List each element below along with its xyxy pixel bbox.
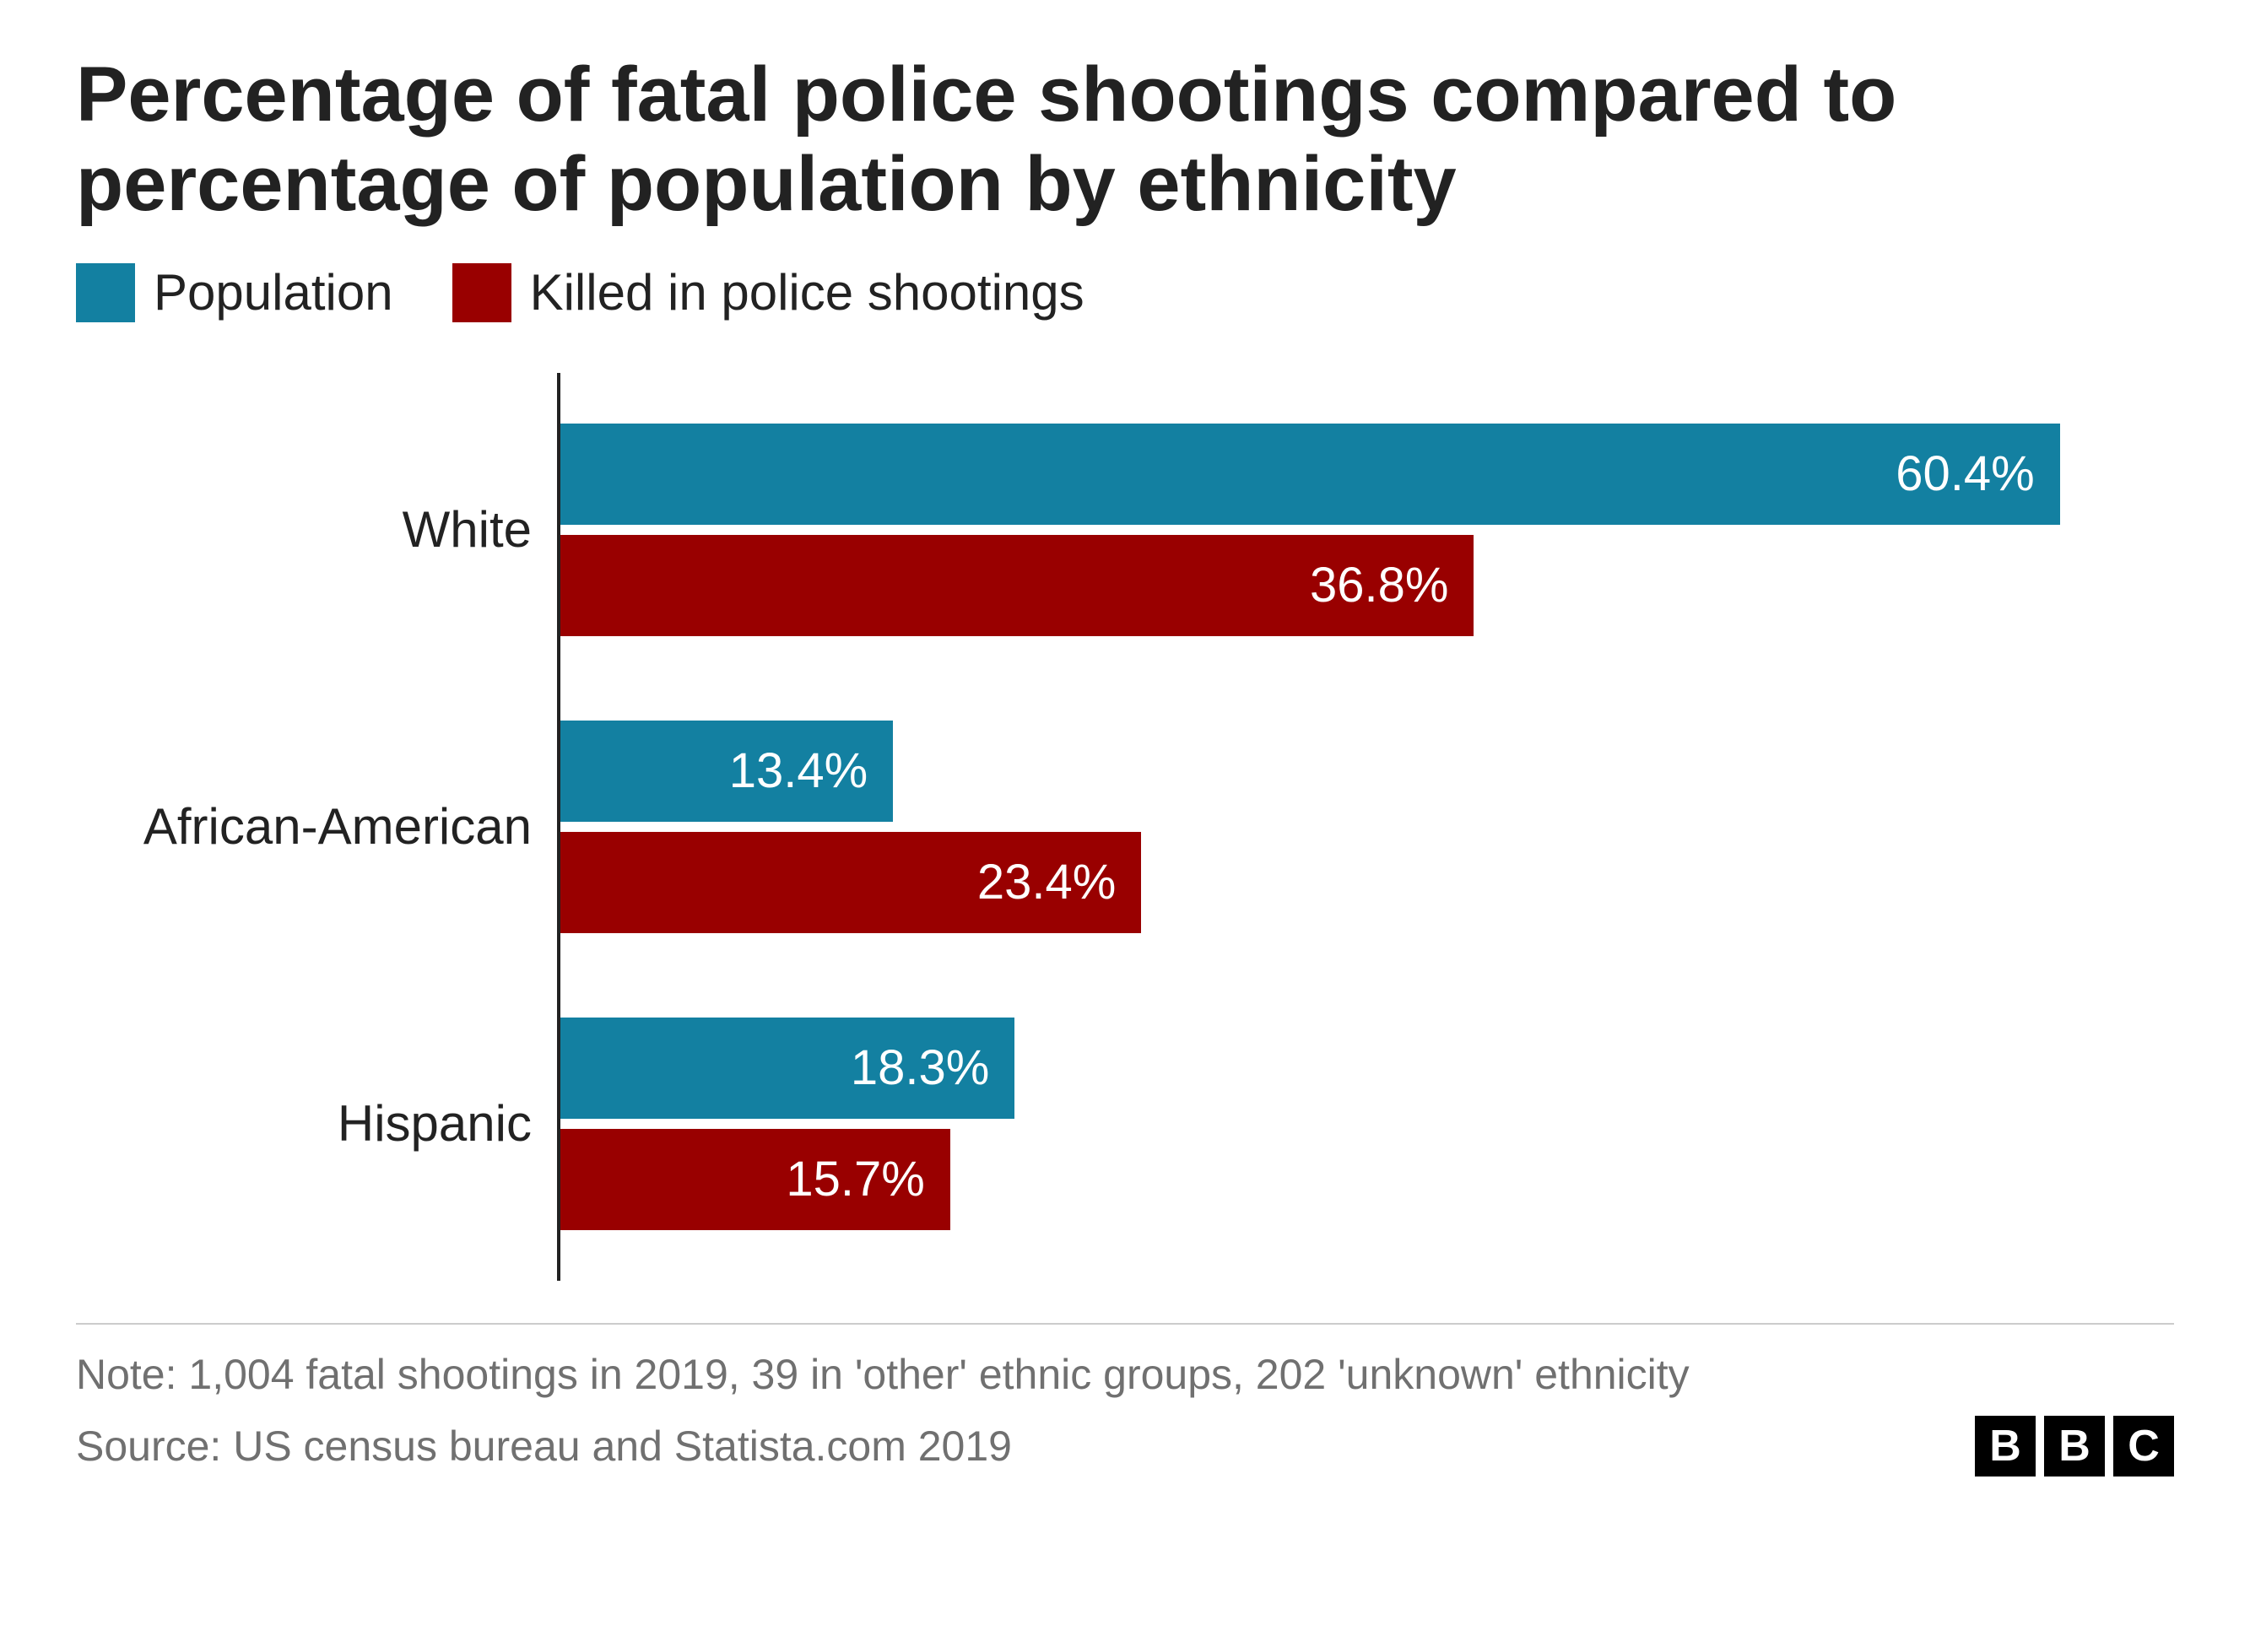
footer-row: Source: US census bureau and Statista.co…	[76, 1416, 2174, 1477]
bar-value-label: 36.8%	[1310, 557, 1448, 613]
bar-value-label: 23.4%	[977, 854, 1116, 910]
footer-note: Note: 1,004 fatal shootings in 2019, 39 …	[76, 1350, 2174, 1399]
bar-group-white: 60.4% 36.8%	[560, 424, 2174, 636]
legend: Population Killed in police shootings	[76, 263, 2174, 322]
footer-divider	[76, 1323, 2174, 1325]
bar-fill: 13.4%	[560, 721, 893, 822]
legend-label-killed: Killed in police shootings	[530, 263, 1084, 321]
y-axis-labels: White African-American Hispanic	[76, 373, 557, 1281]
bar-fill: 18.3%	[560, 1018, 1014, 1119]
legend-item-killed: Killed in police shootings	[452, 263, 1084, 322]
legend-swatch-killed	[452, 263, 511, 322]
bar-aa-killed: 23.4%	[560, 832, 2174, 933]
bar-hispanic-killed: 15.7%	[560, 1129, 2174, 1230]
chart-title: Percentage of fatal police shootings com…	[76, 51, 2174, 229]
bar-value-label: 13.4%	[729, 742, 868, 799]
plot-area: White African-American Hispanic 60.4% 36…	[76, 373, 2174, 1281]
bbc-logo: B B C	[1975, 1416, 2174, 1477]
bar-value-label: 15.7%	[786, 1151, 924, 1207]
bar-fill: 36.8%	[560, 535, 1474, 636]
bar-white-population: 60.4%	[560, 424, 2174, 525]
bar-fill: 23.4%	[560, 832, 1141, 933]
bars-column: 60.4% 36.8% 13.4% 23.4%	[557, 373, 2174, 1281]
bar-group-hispanic: 18.3% 15.7%	[560, 1018, 2174, 1230]
legend-label-population: Population	[154, 263, 393, 321]
bbc-logo-letter: C	[2113, 1416, 2174, 1477]
bbc-logo-letter: B	[1975, 1416, 2036, 1477]
y-label-african-american: African-American	[76, 721, 532, 933]
chart-container: Percentage of fatal police shootings com…	[0, 0, 2250, 1652]
legend-item-population: Population	[76, 263, 393, 322]
legend-swatch-population	[76, 263, 135, 322]
y-label-hispanic: Hispanic	[76, 1018, 532, 1230]
chart-footer: Note: 1,004 fatal shootings in 2019, 39 …	[76, 1323, 2174, 1477]
bar-value-label: 18.3%	[851, 1039, 989, 1096]
y-label-white: White	[76, 424, 532, 636]
bar-fill: 15.7%	[560, 1129, 950, 1230]
bar-aa-population: 13.4%	[560, 721, 2174, 822]
footer-source: Source: US census bureau and Statista.co…	[76, 1422, 1012, 1471]
bar-fill: 60.4%	[560, 424, 2060, 525]
bar-value-label: 60.4%	[1896, 445, 2034, 502]
bbc-logo-letter: B	[2044, 1416, 2105, 1477]
bar-white-killed: 36.8%	[560, 535, 2174, 636]
bar-hispanic-population: 18.3%	[560, 1018, 2174, 1119]
bar-group-african-american: 13.4% 23.4%	[560, 721, 2174, 933]
